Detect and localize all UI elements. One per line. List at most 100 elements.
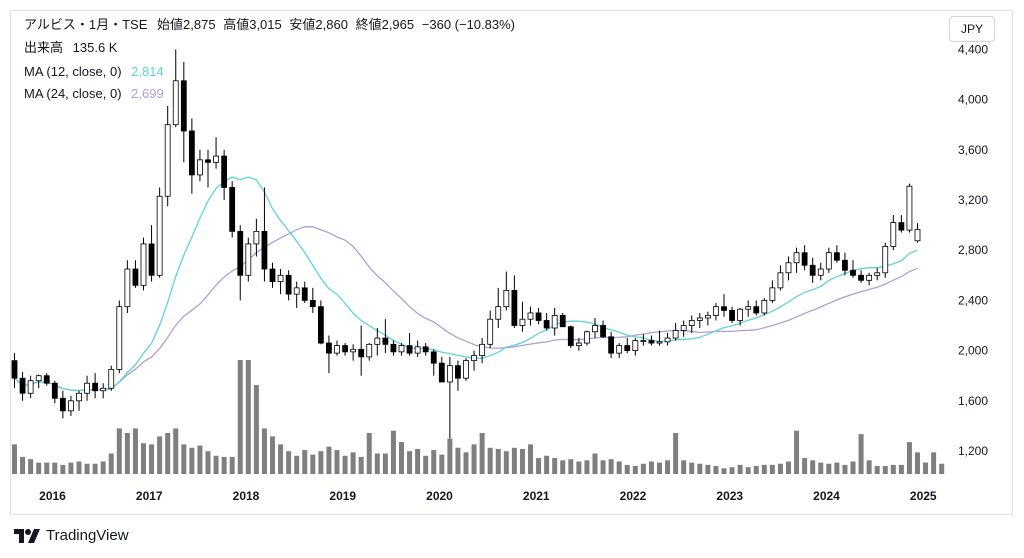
volume-bar: [326, 446, 332, 474]
volume-bar: [769, 464, 775, 474]
volume-bar: [882, 466, 888, 474]
candle: [592, 317, 598, 339]
candle: [51, 380, 58, 404]
candle-body: [326, 342, 332, 354]
candle: [132, 260, 139, 288]
volume-bar: [157, 436, 163, 474]
candle-body: [511, 289, 518, 326]
high-label: 高値: [223, 17, 250, 32]
candle: [704, 311, 711, 326]
ma12-value: 2,814: [131, 64, 164, 79]
candle: [326, 335, 332, 374]
candle-body: [285, 274, 292, 295]
candle-body: [293, 287, 300, 295]
candle: [76, 390, 82, 411]
volume-bar: [777, 463, 783, 474]
chart-frame: [10, 10, 1013, 515]
ma12-label: MA (12, close, 0): [24, 64, 122, 79]
candle-body: [850, 269, 856, 276]
volume-bar: [818, 462, 824, 474]
candle-body: [608, 336, 615, 354]
volume-bar: [149, 444, 155, 474]
x-tick-label: 2021: [523, 489, 550, 503]
volume-bar: [657, 462, 662, 474]
volume-bar: [648, 461, 654, 474]
y-tick-label: 1,600: [958, 394, 988, 408]
volume-bar: [44, 462, 50, 474]
candle-body: [906, 185, 913, 231]
candle-body: [898, 222, 905, 231]
candle: [180, 61, 187, 163]
candle-body: [197, 159, 203, 176]
volume-bar: [616, 461, 622, 474]
candle: [817, 262, 824, 281]
volume-bar: [786, 461, 791, 474]
candle-body: [866, 274, 873, 281]
candle-body: [688, 320, 695, 326]
legend-ma24-row[interactable]: MA (24, close, 0) 2,699: [24, 86, 164, 102]
candle: [43, 373, 50, 386]
candle-body: [567, 326, 574, 346]
candle-body: [753, 306, 760, 314]
volume-bar: [100, 461, 106, 474]
low-value: 2,860: [315, 17, 348, 32]
candle: [640, 334, 647, 346]
candle: [269, 262, 276, 288]
volume-bar: [439, 454, 445, 474]
candle-body: [68, 400, 74, 412]
volume-bar: [261, 428, 267, 474]
candle: [221, 149, 228, 200]
currency-button[interactable]: JPY: [949, 16, 995, 42]
candle: [511, 275, 518, 329]
candle-body: [221, 155, 228, 188]
candle-body: [696, 317, 703, 321]
candle-body: [503, 289, 510, 308]
open-label: 始値: [157, 17, 184, 32]
candle: [777, 265, 784, 291]
volume-bar: [141, 443, 146, 474]
candle: [761, 297, 768, 316]
candle: [584, 330, 590, 346]
x-tick-label: 2024: [813, 489, 840, 503]
candle: [366, 343, 373, 361]
volume-bar: [92, 463, 98, 474]
candle-body: [301, 287, 308, 301]
candle-body: [164, 124, 171, 197]
candle: [737, 307, 744, 326]
tradingview-logo[interactable]: TradingView: [14, 527, 129, 544]
candle: [59, 390, 66, 419]
volume-bar: [890, 464, 896, 474]
legend-volume-row[interactable]: 出来高 135.6 K: [24, 40, 117, 56]
candle: [487, 310, 494, 349]
candle-body: [785, 262, 792, 274]
candle-body: [76, 392, 82, 402]
candle-body: [317, 306, 324, 344]
candle-body: [817, 268, 824, 276]
legend-ma12-row[interactable]: MA (12, close, 0) 2,814: [24, 64, 164, 80]
candle: [785, 256, 792, 281]
candle-body: [640, 340, 647, 342]
candle: [188, 118, 195, 194]
candle: [890, 215, 897, 251]
candle: [108, 365, 115, 391]
symbol-header[interactable]: アルビス・1月・TSE: [24, 17, 148, 32]
tradingview-logo-icon: [14, 528, 40, 543]
candle-body: [406, 345, 413, 354]
candle: [100, 383, 107, 399]
candle: [116, 300, 123, 374]
candle: [148, 225, 155, 282]
volume-bar: [753, 466, 759, 474]
volume-bar: [544, 455, 550, 474]
close-label: 終値: [355, 17, 382, 32]
candle-body: [648, 340, 655, 344]
candle-body: [575, 342, 582, 346]
candle: [608, 331, 615, 359]
candle: [721, 294, 727, 317]
volume-bar: [463, 452, 469, 474]
candle: [575, 338, 582, 351]
candle-body: [584, 331, 590, 344]
candle: [382, 319, 389, 354]
volume-bar: [552, 458, 558, 474]
candle-body: [140, 243, 147, 286]
